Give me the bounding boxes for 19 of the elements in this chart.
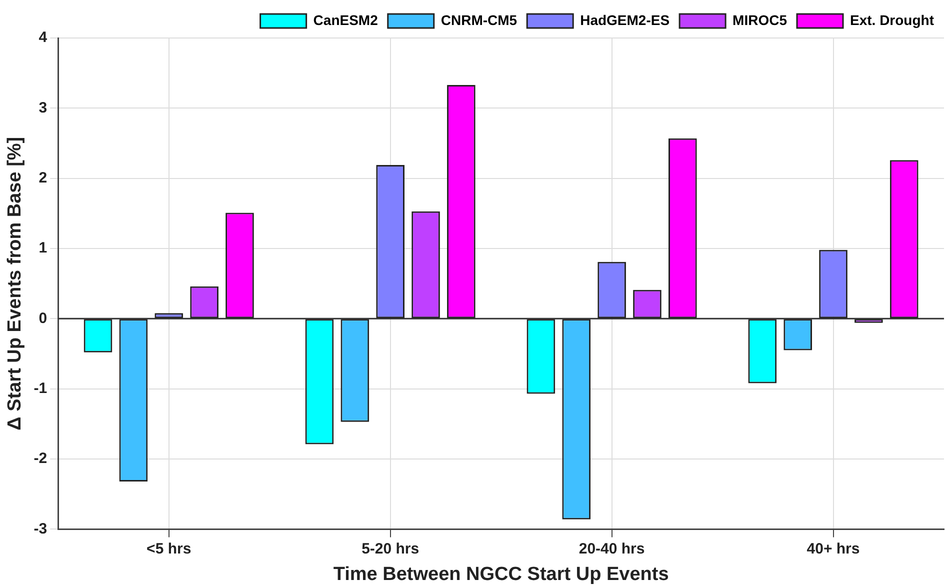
y-tick-label: -1 [34, 380, 48, 397]
y-axis-title: Δ Start Up Events from Base [%] [4, 136, 26, 430]
x-tick-label: <5 hrs [146, 540, 192, 558]
x-tick-label: 40+ hrs [806, 540, 860, 558]
y-tick-label: -2 [34, 450, 48, 468]
legend-label: MIROC5 [732, 12, 788, 28]
x-tick-label: 5-20 hrs [362, 540, 420, 558]
y-tick-label: -3 [34, 520, 48, 538]
y-tick-label: 1 [38, 240, 48, 257]
x-tick-label: 20-40 hrs [578, 540, 645, 558]
legend-label: Ext. Drought [850, 12, 934, 28]
x-axis-title: Time Between NGCC Start Up Events [333, 564, 669, 585]
y-tick-label: 3 [38, 99, 48, 116]
legend-label: HadGEM2-ES [580, 12, 670, 28]
y-tick-label: 4 [38, 29, 48, 46]
y-tick-label: 0 [38, 310, 48, 327]
legend-label: CanESM2 [313, 12, 378, 28]
legend-label: CNRM-CM5 [440, 12, 518, 28]
y-tick-label: 2 [38, 169, 48, 186]
